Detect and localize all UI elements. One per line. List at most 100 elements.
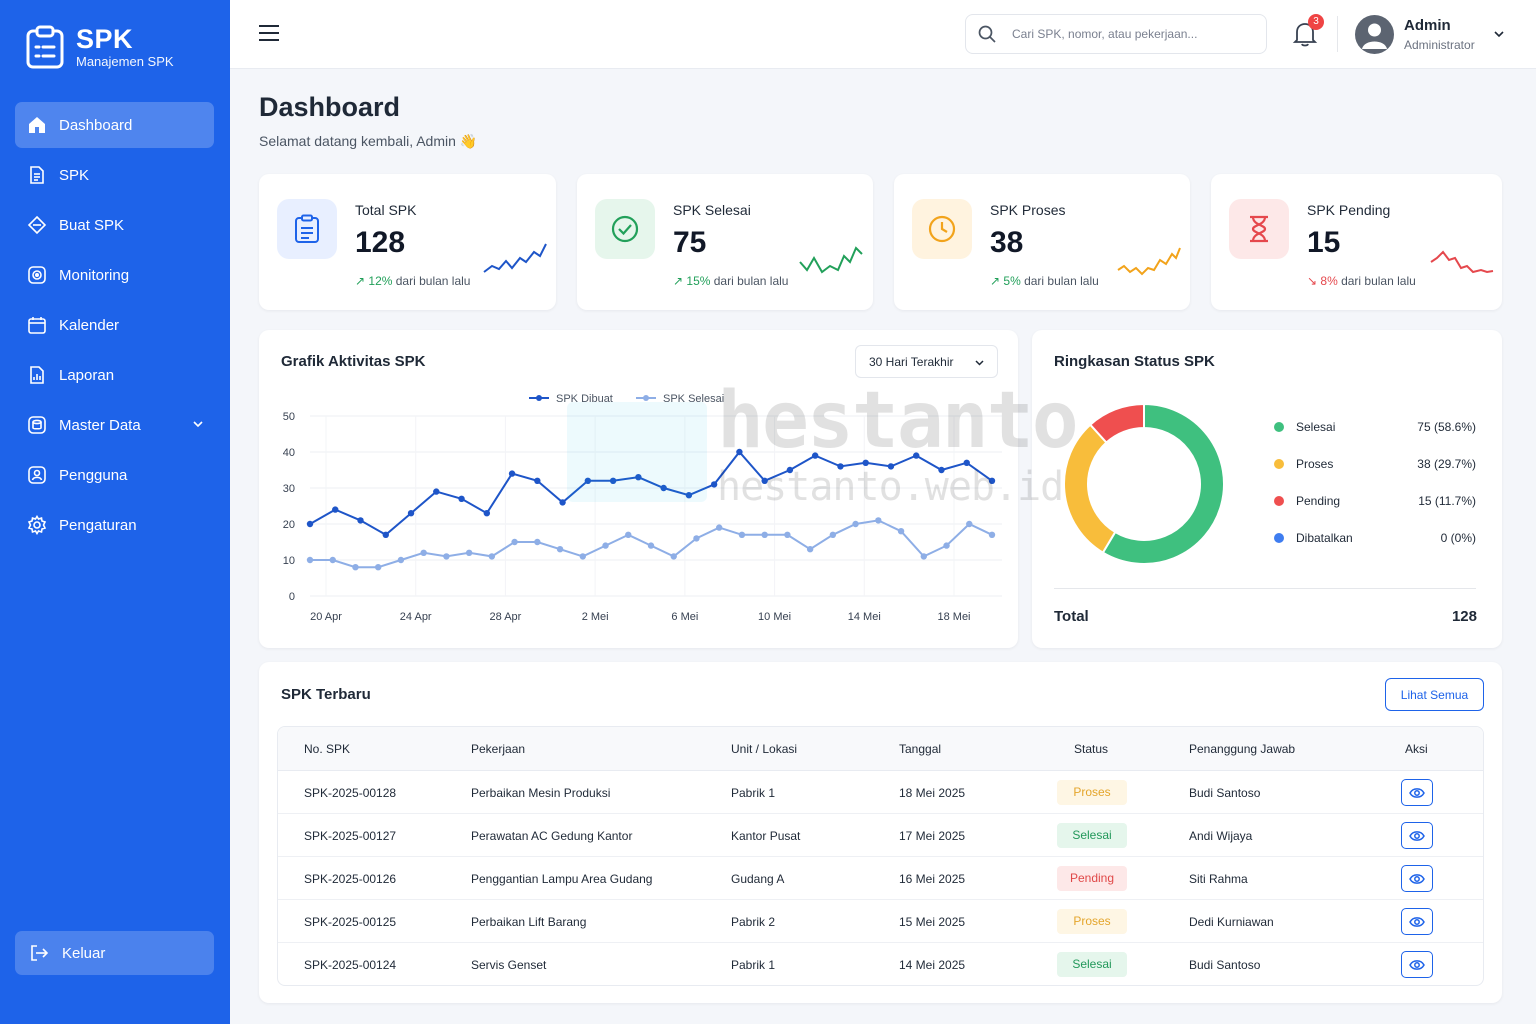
line-chart: 0 10 20 30 40 50 20 Apr 24 Apr 28 Apr 2 Mei 6 Mei 1… [283, 393, 1002, 623]
search-box [965, 14, 1267, 54]
col-header: Penanggung Jawab [1189, 742, 1296, 756]
data-point [534, 538, 541, 546]
page-subtitle: Selamat datang kembali, Admin 👋 [259, 133, 478, 149]
stat-card-total[interactable]: Total SPK 128 ↗ 12% dari bulan lalu [259, 174, 556, 310]
data-point [897, 528, 905, 535]
range-select[interactable]: 30 Hari Terakhir [855, 345, 998, 378]
menu-icon[interactable] [258, 23, 280, 43]
eye-icon [1409, 873, 1425, 884]
sidebar-item-monitoring[interactable]: Monitoring [15, 252, 214, 298]
legend-marker [643, 395, 649, 401]
y-tick-label: 20 [283, 519, 295, 531]
sidebar-item-master-data[interactable]: Master Data [15, 402, 214, 448]
cell-date: 18 Mei 2025 [899, 786, 966, 800]
sidebar-item-kalender[interactable]: Kalender [15, 302, 214, 348]
check-circle-icon [611, 215, 639, 243]
cell-job: Perbaikan Lift Barang [471, 915, 587, 929]
status-badge: Selesai [1057, 823, 1127, 848]
legend-row-proses: Proses 38 (29.7%) [1274, 455, 1476, 475]
data-point [988, 477, 996, 484]
sidebar-nav: Dashboard SPK Buat SPK Monitoring Kalend… [15, 102, 214, 552]
page-title: Dashboard [259, 92, 401, 122]
target-icon [27, 265, 47, 285]
table-row[interactable]: SPK-2025-00126 Penggantian Lampu Area Gu… [278, 857, 1483, 900]
stat-card-proses[interactable]: SPK Proses 38 ↗ 5% dari bulan lalu [894, 174, 1190, 310]
cell-no: SPK-2025-00126 [304, 872, 397, 886]
stat-card-selesai[interactable]: SPK Selesai 75 ↗ 15% dari bulan lalu [577, 174, 873, 310]
table-row[interactable]: SPK-2025-00125 Perbaikan Lift Barang Pab… [278, 900, 1483, 943]
data-point [852, 520, 859, 528]
activity-chart-card: Grafik Aktivitas SPK 30 Hari Terakhir 0 1… [259, 330, 1018, 648]
stat-value: 38 [990, 226, 1024, 259]
sidebar-item-buat-spk[interactable]: Buat SPK [15, 202, 214, 248]
data-point [963, 459, 970, 466]
avatar[interactable] [1355, 15, 1394, 54]
sidebar-item-spk[interactable]: SPK [15, 152, 214, 198]
sidebar-item-dashboard[interactable]: Dashboard [15, 102, 214, 148]
data-point [609, 477, 617, 484]
data-point [761, 477, 768, 484]
chevron-down-icon [975, 360, 984, 366]
donut-slice-proses [1063, 423, 1117, 554]
col-header: Tanggal [899, 742, 942, 756]
legend-value: 15 (11.7%) [1418, 494, 1476, 508]
spk-table: No. SPK Pekerjaan Unit / Lokasi Tanggal … [277, 726, 1484, 986]
chevron-down-icon[interactable] [1493, 28, 1505, 40]
y-tick-label: 10 [283, 555, 295, 567]
table-row[interactable]: SPK-2025-00128 Perbaikan Mesin Produksi … [278, 771, 1483, 814]
data-point [829, 531, 837, 538]
brand-title: SPK [76, 24, 134, 54]
clipboard-icon [295, 214, 319, 243]
cell-unit: Gudang A [731, 872, 785, 886]
x-tick-label: 28 Apr [490, 611, 522, 623]
x-tick-label: 10 Mei [758, 611, 791, 623]
donut-slice-selesai [1101, 402, 1225, 565]
trend-text: dari bulan lalu [1020, 274, 1099, 288]
bell-icon[interactable] [1292, 20, 1318, 48]
clock-icon [928, 215, 956, 243]
data-point [584, 477, 592, 484]
data-point [875, 517, 882, 524]
trend-text: dari bulan lalu [710, 274, 789, 288]
search-input[interactable] [1012, 27, 1242, 41]
data-point [966, 520, 973, 528]
data-point [635, 474, 642, 481]
data-point [738, 531, 746, 538]
stat-card-pending[interactable]: SPK Pending 15 ↘ 8% dari bulan lalu [1211, 174, 1502, 310]
data-point [670, 553, 677, 560]
view-all-button[interactable]: Lihat Semua [1385, 678, 1484, 711]
col-header: Unit / Lokasi [731, 742, 798, 756]
view-button[interactable] [1401, 951, 1433, 978]
data-point [433, 488, 440, 495]
sparkline [483, 243, 547, 273]
brand[interactable]: SPK Manajemen SPK [26, 24, 174, 70]
view-button[interactable] [1401, 908, 1433, 935]
table-row[interactable]: SPK-2025-00124 Servis Genset Pabrik 1 14… [278, 943, 1483, 985]
view-button[interactable] [1401, 865, 1433, 892]
trend-up-icon: ↗ [990, 274, 1004, 288]
view-button[interactable] [1401, 779, 1433, 806]
logout-button[interactable]: Keluar [15, 931, 214, 975]
legend-row-pending: Pending 15 (11.7%) [1274, 492, 1476, 512]
cell-date: 17 Mei 2025 [899, 829, 966, 843]
user-name[interactable]: Admin [1404, 17, 1451, 34]
sidebar-item-pengguna[interactable]: Pengguna [15, 452, 214, 498]
sidebar-item-label: Monitoring [59, 266, 130, 284]
logout-icon [31, 945, 49, 961]
view-button[interactable] [1401, 822, 1433, 849]
stat-icon-wrap [595, 199, 655, 259]
table-header: No. SPK Pekerjaan Unit / Lokasi Tanggal … [278, 727, 1483, 771]
chart-title: Grafik Aktivitas SPK [281, 353, 426, 370]
cell-unit: Pabrik 1 [731, 786, 776, 800]
legend-dot [1274, 496, 1284, 506]
col-header: Aksi [1405, 742, 1428, 756]
sidebar-item-laporan[interactable]: Laporan [15, 352, 214, 398]
table-row[interactable]: SPK-2025-00127 Perawatan AC Gedung Kanto… [278, 814, 1483, 857]
sidebar-item-pengaturan[interactable]: Pengaturan [15, 502, 214, 548]
data-point [862, 459, 869, 466]
col-header: Status [1074, 742, 1109, 756]
trend-up-icon: ↗ [355, 274, 369, 288]
data-point [761, 531, 768, 538]
calendar-icon [27, 315, 47, 335]
total-value: 128 [1451, 608, 1477, 625]
